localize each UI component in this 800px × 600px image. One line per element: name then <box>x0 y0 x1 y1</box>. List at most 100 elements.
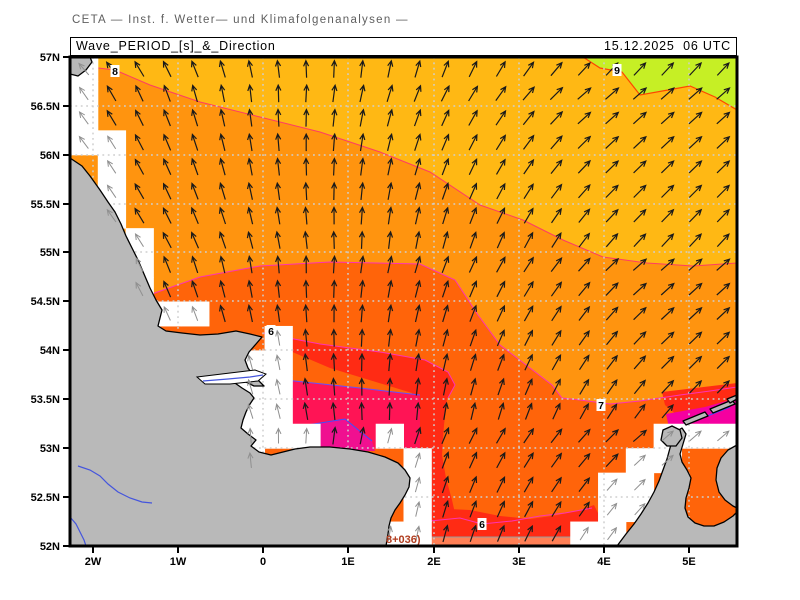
wave-direction-arrow <box>387 255 394 274</box>
wave-direction-arrow <box>331 426 338 445</box>
wave-direction-arrow <box>386 525 393 542</box>
wave-direction-arrow <box>442 328 449 347</box>
lat-label: 55.5N <box>31 199 60 211</box>
wave-direction-arrow <box>218 59 226 78</box>
lat-label: 54.5N <box>31 296 60 308</box>
wave-direction-arrow <box>606 330 619 346</box>
wave-direction-arrow <box>275 329 282 346</box>
wave-direction-arrow <box>440 84 450 102</box>
wave-direction-arrow <box>496 280 506 298</box>
wave-direction-arrow <box>441 426 450 445</box>
wave-direction-arrow <box>550 452 563 468</box>
wave-direction-arrow <box>688 282 703 296</box>
wave-direction-arrow <box>716 208 730 223</box>
land-wadden-island-1 <box>682 411 709 426</box>
wave-direction-arrow <box>275 279 282 298</box>
wave-direction-arrow <box>386 401 393 421</box>
wave-direction-arrow <box>106 85 117 102</box>
wave-direction-arrow <box>716 306 731 320</box>
wave-direction-arrow <box>633 208 647 223</box>
wave-direction-arrow <box>302 401 309 421</box>
contour-label-chip <box>110 65 120 77</box>
wave-direction-arrow <box>716 135 731 149</box>
wave-direction-arrow <box>605 232 619 248</box>
wave-direction-arrow <box>688 135 703 149</box>
land-texel-island <box>660 425 683 447</box>
river-2 <box>202 374 264 382</box>
wave-direction-arrow <box>468 158 478 175</box>
wave-direction-arrow <box>634 403 646 419</box>
map-layers: 8 9 6 7 6 8+036) <box>70 57 737 546</box>
wave-direction-arrow <box>414 59 422 78</box>
wave-direction-arrow <box>523 256 534 273</box>
wave-direction-arrow <box>660 135 675 149</box>
wave-direction-arrow <box>551 378 561 395</box>
wave-direction-arrow <box>135 109 144 126</box>
wave-direction-arrow <box>191 305 199 321</box>
lat-label: 55N <box>40 247 60 259</box>
wave-direction-arrow <box>246 304 253 323</box>
lat-label: 52N <box>40 541 60 553</box>
wave-direction-arrow <box>496 182 506 200</box>
wave-direction-arrow <box>660 306 675 320</box>
wave-direction-arrow <box>524 378 533 396</box>
wave-direction-arrow <box>415 328 422 347</box>
wave-direction-arrow <box>247 354 254 371</box>
wave-direction-arrow <box>331 279 338 298</box>
wave-direction-arrow <box>359 254 366 274</box>
wave-direction-arrow <box>469 500 477 518</box>
wave-direction-arrow <box>468 451 478 469</box>
wave-direction-arrow <box>415 230 422 249</box>
wave-direction-arrow <box>414 401 421 421</box>
wave-direction-arrow <box>551 525 562 542</box>
wave-direction-arrow <box>386 352 393 372</box>
wave-direction-arrow <box>716 379 730 394</box>
wave-direction-arrow <box>275 254 282 274</box>
wave-direction-arrow <box>551 231 562 248</box>
wave-direction-arrow <box>578 354 590 371</box>
wave-direction-arrow <box>247 378 254 395</box>
wave-direction-arrow <box>633 233 647 248</box>
wave-direction-arrow <box>414 255 422 274</box>
wave-direction-arrow <box>331 83 338 103</box>
wave-direction-arrow <box>413 108 422 127</box>
wave-direction-arrow <box>523 427 535 444</box>
wave-direction-arrow <box>578 208 591 223</box>
wave-direction-arrow <box>632 87 648 100</box>
wave-direction-arrow <box>497 353 505 371</box>
wave-direction-arrow <box>606 378 618 395</box>
wave-direction-arrow <box>716 355 731 370</box>
wave-direction-arrow <box>497 402 505 420</box>
wave-direction-arrow <box>578 305 591 321</box>
wave-direction-arrow <box>469 524 477 542</box>
wave-direction-arrow <box>660 87 675 100</box>
wave-direction-arrow <box>78 111 89 125</box>
wave-direction-arrow <box>495 85 507 101</box>
wave-direction-arrow <box>134 232 144 247</box>
wave-direction-arrow <box>414 157 422 176</box>
wave-direction-arrow <box>495 158 506 175</box>
wave-direction-arrow <box>414 181 422 200</box>
wave-direction-arrow <box>414 352 421 372</box>
wave-direction-arrow <box>605 257 620 272</box>
sea-band-8-9s <box>70 57 737 266</box>
wave-direction-arrow <box>605 282 619 296</box>
wave-direction-arrow <box>163 108 171 127</box>
wave-direction-arrow <box>414 133 422 151</box>
wave-direction-arrow <box>577 135 592 149</box>
sea-band-5-6s-upper <box>263 333 455 398</box>
wave-direction-arrow <box>358 328 366 347</box>
wave-direction-arrow <box>606 502 618 516</box>
wave-direction-arrow <box>661 61 675 76</box>
contour-line-3 <box>262 332 456 399</box>
river-1 <box>70 516 87 546</box>
wave-direction-arrow <box>191 279 199 298</box>
wave-direction-arrow <box>442 304 450 323</box>
wave-direction-arrow <box>442 401 449 420</box>
wave-direction-arrow <box>275 403 281 419</box>
wave-direction-arrow <box>716 111 731 125</box>
wave-direction-arrow <box>246 230 254 249</box>
wave-direction-arrow <box>605 429 620 443</box>
